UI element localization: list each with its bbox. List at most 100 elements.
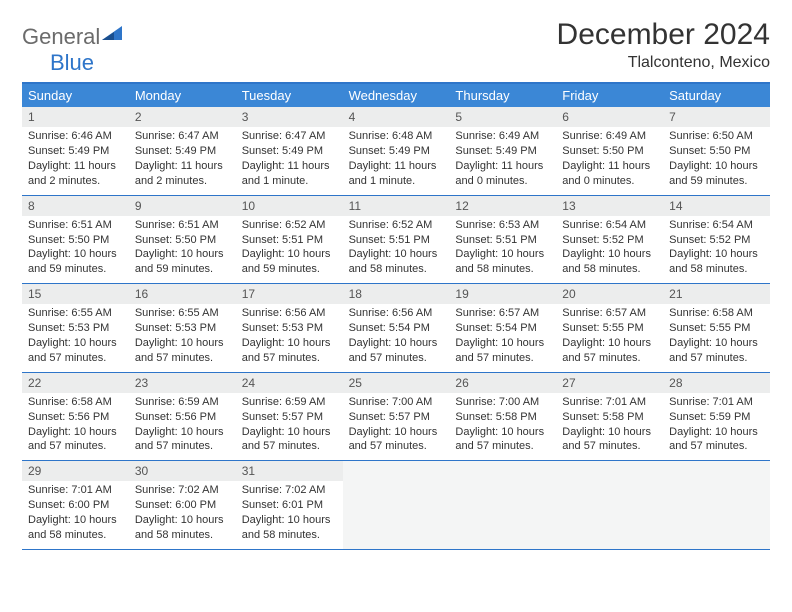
day-number: 19 — [449, 284, 556, 304]
sunrise-line: Sunrise: 6:59 AM — [242, 395, 337, 410]
daylight-line: Daylight: 10 hours and 58 minutes. — [242, 513, 337, 543]
sunrise-line: Sunrise: 6:48 AM — [349, 129, 444, 144]
day-content: Sunrise: 6:58 AMSunset: 5:55 PMDaylight:… — [663, 304, 770, 371]
day-cell: 30Sunrise: 7:02 AMSunset: 6:00 PMDayligh… — [129, 461, 236, 550]
day-number: 17 — [236, 284, 343, 304]
logo-word2: Blue — [50, 50, 94, 75]
sunset-line: Sunset: 5:59 PM — [669, 410, 764, 425]
day-cell: 12Sunrise: 6:53 AMSunset: 5:51 PMDayligh… — [449, 196, 556, 285]
sunset-line: Sunset: 5:54 PM — [455, 321, 550, 336]
day-header: Monday — [129, 84, 236, 107]
day-cell: 26Sunrise: 7:00 AMSunset: 5:58 PMDayligh… — [449, 373, 556, 462]
day-cell: 18Sunrise: 6:56 AMSunset: 5:54 PMDayligh… — [343, 284, 450, 373]
sunrise-line: Sunrise: 6:58 AM — [28, 395, 123, 410]
sunset-line: Sunset: 6:01 PM — [242, 498, 337, 513]
day-content: Sunrise: 6:51 AMSunset: 5:50 PMDaylight:… — [129, 216, 236, 283]
sunrise-line: Sunrise: 6:52 AM — [349, 218, 444, 233]
sunset-line: Sunset: 5:51 PM — [349, 233, 444, 248]
empty-cell — [663, 461, 770, 550]
day-content: Sunrise: 6:51 AMSunset: 5:50 PMDaylight:… — [22, 216, 129, 283]
day-cell: 7Sunrise: 6:50 AMSunset: 5:50 PMDaylight… — [663, 107, 770, 196]
empty-cell — [449, 461, 556, 550]
day-cell: 31Sunrise: 7:02 AMSunset: 6:01 PMDayligh… — [236, 461, 343, 550]
day-number: 9 — [129, 196, 236, 216]
day-content: Sunrise: 6:52 AMSunset: 5:51 PMDaylight:… — [343, 216, 450, 283]
sunset-line: Sunset: 5:58 PM — [455, 410, 550, 425]
day-content: Sunrise: 6:57 AMSunset: 5:55 PMDaylight:… — [556, 304, 663, 371]
day-number: 16 — [129, 284, 236, 304]
sunset-line: Sunset: 5:55 PM — [669, 321, 764, 336]
day-header: Saturday — [663, 84, 770, 107]
day-cell: 28 Sunrise: 7:01 AMSunset: 5:59 PMDayligh… — [663, 373, 770, 462]
daylight-line: Daylight: 10 hours and 59 minutes. — [28, 247, 123, 277]
sunset-line: Sunset: 5:51 PM — [242, 233, 337, 248]
sunset-line: Sunset: 5:49 PM — [455, 144, 550, 159]
sunrise-line: Sunrise: 6:57 AM — [562, 306, 657, 321]
daylight-line: Daylight: 10 hours and 57 minutes. — [28, 425, 123, 455]
daylight-line: Daylight: 10 hours and 58 minutes. — [455, 247, 550, 277]
day-content: Sunrise: 6:46 AMSunset: 5:49 PMDaylight:… — [22, 127, 129, 194]
sunset-line: Sunset: 6:00 PM — [28, 498, 123, 513]
day-header: Sunday — [22, 84, 129, 107]
day-number: 25 — [343, 373, 450, 393]
daylight-line: Daylight: 10 hours and 59 minutes. — [242, 247, 337, 277]
day-cell: 6Sunrise: 6:49 AMSunset: 5:50 PMDaylight… — [556, 107, 663, 196]
day-content: Sunrise: 7:01 AMSunset: 6:00 PMDaylight:… — [22, 481, 129, 548]
day-content: Sunrise: 7:00 AMSunset: 5:57 PMDaylight:… — [343, 393, 450, 460]
day-cell: 10Sunrise: 6:52 AMSunset: 5:51 PMDayligh… — [236, 196, 343, 285]
sunrise-line: Sunrise: 7:01 AM — [669, 395, 764, 410]
day-number: 23 — [129, 373, 236, 393]
sunrise-line: Sunrise: 6:47 AM — [242, 129, 337, 144]
sunset-line: Sunset: 5:55 PM — [562, 321, 657, 336]
day-cell: 14Sunrise: 6:54 AMSunset: 5:52 PMDayligh… — [663, 196, 770, 285]
sunrise-line: Sunrise: 7:00 AM — [349, 395, 444, 410]
day-header: Thursday — [449, 84, 556, 107]
sunrise-line: Sunrise: 7:01 AM — [28, 483, 123, 498]
sunset-line: Sunset: 5:50 PM — [562, 144, 657, 159]
daylight-line: Daylight: 10 hours and 57 minutes. — [242, 336, 337, 366]
day-number: 27 — [556, 373, 663, 393]
day-content: Sunrise: 6:56 AMSunset: 5:54 PMDaylight:… — [343, 304, 450, 371]
sunset-line: Sunset: 6:00 PM — [135, 498, 230, 513]
sunset-line: Sunset: 5:51 PM — [455, 233, 550, 248]
day-content: Sunrise: 6:56 AMSunset: 5:53 PMDaylight:… — [236, 304, 343, 371]
sunrise-line: Sunrise: 6:51 AM — [135, 218, 230, 233]
sunset-line: Sunset: 5:56 PM — [28, 410, 123, 425]
daylight-line: Daylight: 10 hours and 58 minutes. — [562, 247, 657, 277]
daylight-line: Daylight: 11 hours and 0 minutes. — [562, 159, 657, 189]
day-content: Sunrise: 7:02 AMSunset: 6:00 PMDaylight:… — [129, 481, 236, 548]
sunset-line: Sunset: 5:58 PM — [562, 410, 657, 425]
day-cell: 27Sunrise: 7:01 AMSunset: 5:58 PMDayligh… — [556, 373, 663, 462]
day-number: 5 — [449, 107, 556, 127]
daylight-line: Daylight: 10 hours and 57 minutes. — [135, 336, 230, 366]
day-cell: 25Sunrise: 7:00 AMSunset: 5:57 PMDayligh… — [343, 373, 450, 462]
daylight-line: Daylight: 10 hours and 59 minutes. — [135, 247, 230, 277]
day-content: Sunrise: 6:50 AMSunset: 5:50 PMDaylight:… — [663, 127, 770, 194]
sunrise-line: Sunrise: 7:01 AM — [562, 395, 657, 410]
daylight-line: Daylight: 10 hours and 57 minutes. — [669, 425, 764, 455]
day-number: 30 — [129, 461, 236, 481]
sunrise-line: Sunrise: 6:53 AM — [455, 218, 550, 233]
sunrise-line: Sunrise: 6:52 AM — [242, 218, 337, 233]
sunrise-line: Sunrise: 7:02 AM — [242, 483, 337, 498]
day-cell: 5Sunrise: 6:49 AMSunset: 5:49 PMDaylight… — [449, 107, 556, 196]
daylight-line: Daylight: 11 hours and 2 minutes. — [28, 159, 123, 189]
day-cell: 3Sunrise: 6:47 AMSunset: 5:49 PMDaylight… — [236, 107, 343, 196]
day-content: Sunrise: 6:52 AMSunset: 5:51 PMDaylight:… — [236, 216, 343, 283]
day-number: 8 — [22, 196, 129, 216]
daylight-line: Daylight: 11 hours and 1 minute. — [349, 159, 444, 189]
day-content: Sunrise: 6:58 AMSunset: 5:56 PMDaylight:… — [22, 393, 129, 460]
day-content: Sunrise: 6:47 AMSunset: 5:49 PMDaylight:… — [236, 127, 343, 194]
day-cell: 8Sunrise: 6:51 AMSunset: 5:50 PMDaylight… — [22, 196, 129, 285]
day-cell: 29Sunrise: 7:01 AMSunset: 6:00 PMDayligh… — [22, 461, 129, 550]
day-number: 10 — [236, 196, 343, 216]
day-number: 28 — [663, 373, 770, 393]
sunrise-line: Sunrise: 7:00 AM — [455, 395, 550, 410]
month-title: December 2024 — [557, 18, 770, 52]
daylight-line: Daylight: 11 hours and 2 minutes. — [135, 159, 230, 189]
sunset-line: Sunset: 5:49 PM — [242, 144, 337, 159]
sunrise-line: Sunrise: 6:51 AM — [28, 218, 123, 233]
sunrise-line: Sunrise: 6:55 AM — [28, 306, 123, 321]
day-number: 20 — [556, 284, 663, 304]
day-content: Sunrise: 6:54 AMSunset: 5:52 PMDaylight:… — [663, 216, 770, 283]
